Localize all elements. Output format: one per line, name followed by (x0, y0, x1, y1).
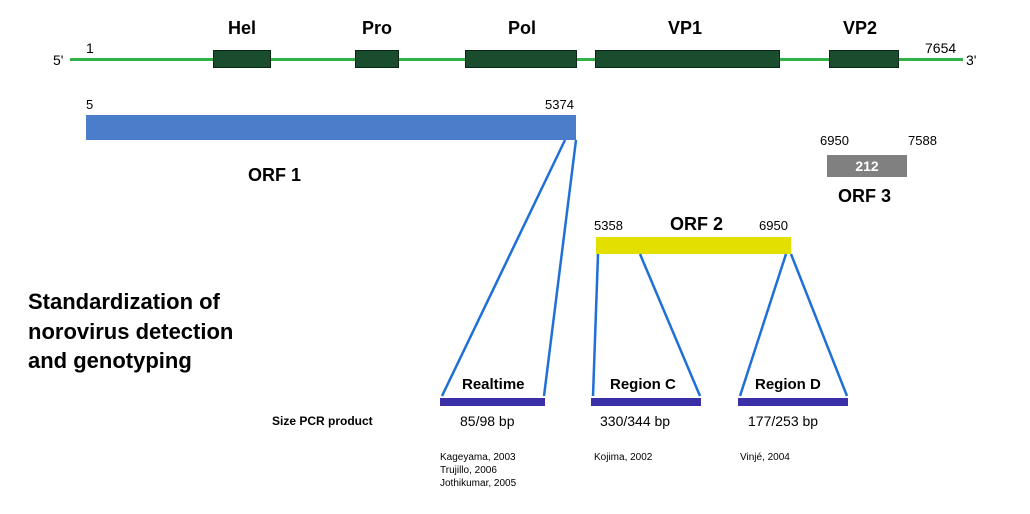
protein-box-vp2 (829, 50, 899, 68)
protein-box-vp1 (595, 50, 780, 68)
realtime-ref-2: Jothikumar, 2005 (440, 478, 516, 489)
regiond-ref-0: Vinjé, 2004 (740, 452, 790, 463)
orf2-start: 5358 (594, 218, 623, 233)
regionc-bar (591, 398, 701, 406)
connector-lines (0, 0, 1030, 514)
title-line-2: norovirus detection (28, 317, 233, 347)
regiond-label: Region D (755, 376, 821, 393)
orf3-label: ORF 3 (838, 186, 891, 207)
five-prime-label: 5' (53, 52, 63, 68)
protein-label-pol: Pol (508, 18, 536, 39)
realtime-ref-1: Trujillo, 2006 (440, 465, 497, 476)
protein-label-vp1: VP1 (668, 18, 702, 39)
regionc-size: 330/344 bp (600, 413, 670, 429)
genome-start-pos: 1 (86, 40, 94, 56)
protein-label-vp2: VP2 (843, 18, 877, 39)
orf1-end: 5374 (545, 97, 574, 112)
genome-end-pos: 7654 (925, 40, 956, 56)
protein-box-pol (465, 50, 577, 68)
protein-label-hel: Hel (228, 18, 256, 39)
realtime-size: 85/98 bp (460, 413, 515, 429)
title-line-1: Standardization of (28, 287, 233, 317)
realtime-ref-0: Kageyama, 2003 (440, 452, 516, 463)
orf2-label: ORF 2 (670, 214, 723, 235)
orf1-label: ORF 1 (248, 165, 301, 186)
protein-box-pro (355, 50, 399, 68)
orf2-bar (596, 237, 791, 254)
protein-label-pro: Pro (362, 18, 392, 39)
regionc-ref-0: Kojima, 2002 (594, 452, 652, 463)
realtime-bar (440, 398, 545, 406)
realtime-label: Realtime (462, 376, 525, 393)
regionc-label: Region C (610, 376, 676, 393)
size-pcr-label: Size PCR product (272, 414, 373, 428)
orf1-bar (86, 115, 576, 140)
orf3-end: 7588 (908, 133, 937, 148)
protein-box-hel (213, 50, 271, 68)
orf3-inner-label: 212 (855, 158, 878, 174)
regiond-size: 177/253 bp (748, 413, 818, 429)
three-prime-label: 3' (966, 52, 976, 68)
orf3-start: 6950 (820, 133, 849, 148)
regiond-bar (738, 398, 848, 406)
orf3-bar: 212 (827, 155, 907, 177)
orf1-start: 5 (86, 97, 93, 112)
title-block: Standardization of norovirus detection a… (28, 287, 233, 376)
orf2-end: 6950 (759, 218, 788, 233)
title-line-3: and genotyping (28, 346, 233, 376)
